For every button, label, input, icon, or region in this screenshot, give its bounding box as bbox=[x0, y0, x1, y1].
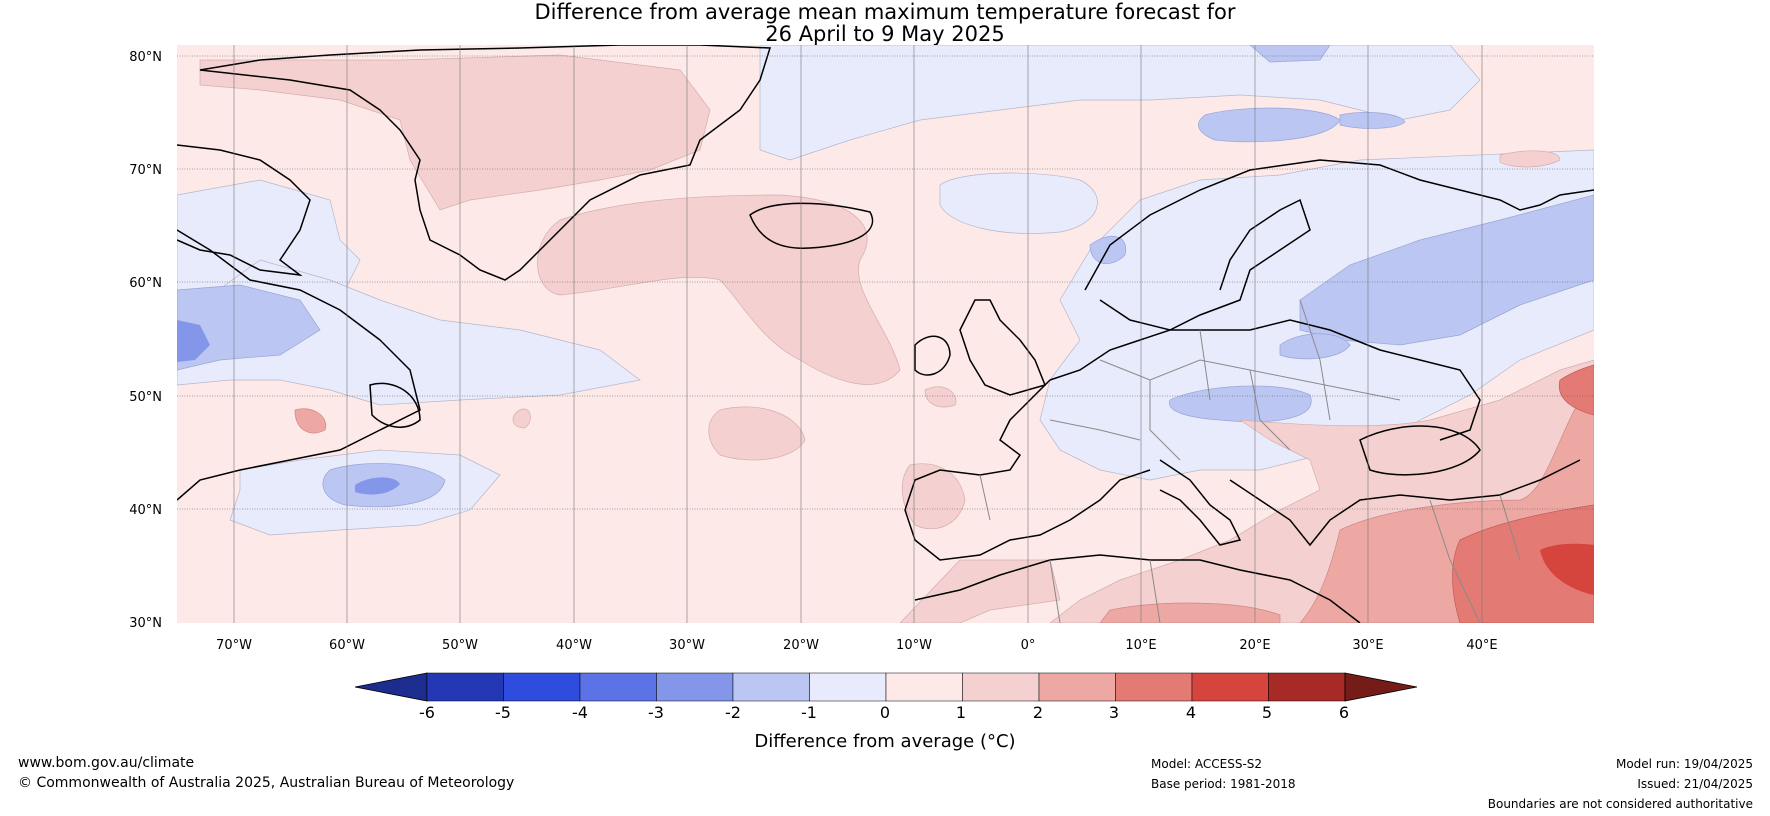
lon-label: 20°E bbox=[1239, 638, 1270, 653]
colorbar-tick: -1 bbox=[801, 703, 817, 722]
colorbar-swatch bbox=[885, 672, 963, 702]
colorbar-swatch bbox=[503, 672, 581, 702]
lon-label: 10°E bbox=[1125, 638, 1156, 653]
graticule-meridians bbox=[233, 45, 1483, 623]
colorbar-swatch bbox=[579, 672, 657, 702]
longitude-labels: 70°W 60°W 50°W 40°W 30°W 20°W 10°W 0° 10… bbox=[216, 638, 1498, 653]
colorbar-swatch bbox=[962, 672, 1040, 702]
lon-label: 70°W bbox=[216, 638, 252, 653]
lat-label: 50°N bbox=[129, 390, 162, 405]
colorbar-tick: 0 bbox=[880, 703, 890, 722]
country-borders bbox=[979, 299, 1521, 623]
colorbar-tick: -5 bbox=[495, 703, 511, 722]
colorbar-swatch bbox=[809, 672, 887, 702]
disclaimer-text: Boundaries are not considered authoritat… bbox=[1487, 797, 1753, 811]
colorbar-tick: 1 bbox=[956, 703, 966, 722]
lat-label: 40°N bbox=[129, 503, 162, 518]
colorbar-ticks: -6 -5 -4 -3 -2 -1 0 1 2 3 4 5 6 bbox=[419, 703, 1349, 722]
colorbar-tick: 4 bbox=[1186, 703, 1196, 722]
lon-label: 20°W bbox=[783, 638, 819, 653]
lon-label: 50°W bbox=[442, 638, 478, 653]
map-title-line2: 26 April to 9 May 2025 bbox=[765, 22, 1005, 46]
latitude-labels: 80°N 70°N 60°N 50°N 40°N 30°N bbox=[129, 50, 162, 631]
colorbar-swatch bbox=[656, 672, 734, 702]
anomaly-positive-4-to-5 bbox=[1540, 543, 1594, 595]
lon-label: 10°W bbox=[896, 638, 932, 653]
website-link[interactable]: www.bom.gov.au/climate bbox=[18, 755, 195, 771]
lon-label: 40°W bbox=[556, 638, 592, 653]
model-text: Model: ACCESS-S2 bbox=[1151, 757, 1263, 771]
colorbar-extend-low bbox=[354, 672, 428, 702]
colorbar-tick: 5 bbox=[1262, 703, 1272, 722]
colorbar-tick: -6 bbox=[419, 703, 435, 722]
lon-label: 30°W bbox=[669, 638, 705, 653]
colorbar-swatch bbox=[1038, 672, 1116, 702]
lat-label: 30°N bbox=[129, 616, 162, 631]
colorbar-tick: -2 bbox=[725, 703, 741, 722]
colorbar-swatch bbox=[426, 672, 504, 702]
colorbar-tick: 6 bbox=[1339, 703, 1349, 722]
map-panel bbox=[177, 45, 1594, 623]
base-period-text: Base period: 1981-2018 bbox=[1151, 777, 1296, 791]
lon-label: 0° bbox=[1021, 638, 1036, 653]
colorbar-swatch bbox=[1191, 672, 1269, 702]
colorbar-tick: -4 bbox=[572, 703, 588, 722]
colorbar-tick: 3 bbox=[1109, 703, 1119, 722]
issued-text: Issued: 21/04/2025 bbox=[1637, 777, 1753, 791]
lat-label: 60°N bbox=[129, 276, 162, 291]
colorbar-swatch bbox=[732, 672, 810, 702]
colorbar bbox=[354, 672, 1418, 702]
model-run-text: Model run: 19/04/2025 bbox=[1615, 757, 1753, 771]
lat-label: 80°N bbox=[129, 50, 162, 65]
colorbar-tick: -3 bbox=[648, 703, 664, 722]
graticule-parallels bbox=[177, 55, 1594, 510]
lat-label: 70°N bbox=[129, 163, 162, 178]
lon-label: 40°E bbox=[1466, 638, 1497, 653]
copyright-text: © Commonwealth of Australia 2025, Austra… bbox=[18, 775, 515, 791]
colorbar-swatch bbox=[1115, 672, 1193, 702]
colorbar-swatch bbox=[1268, 672, 1346, 702]
lon-label: 60°W bbox=[329, 638, 365, 653]
anomaly-negative-2-to-3 bbox=[177, 320, 400, 495]
anomaly-positive-3-to-4 bbox=[1452, 364, 1594, 623]
map-title-line1: Difference from average mean maximum tem… bbox=[534, 0, 1236, 24]
colorbar-tick: 2 bbox=[1033, 703, 1043, 722]
colorbar-extend-high bbox=[1344, 672, 1418, 702]
colorbar-label: Difference from average (°C) bbox=[754, 731, 1015, 752]
lon-label: 30°E bbox=[1352, 638, 1383, 653]
